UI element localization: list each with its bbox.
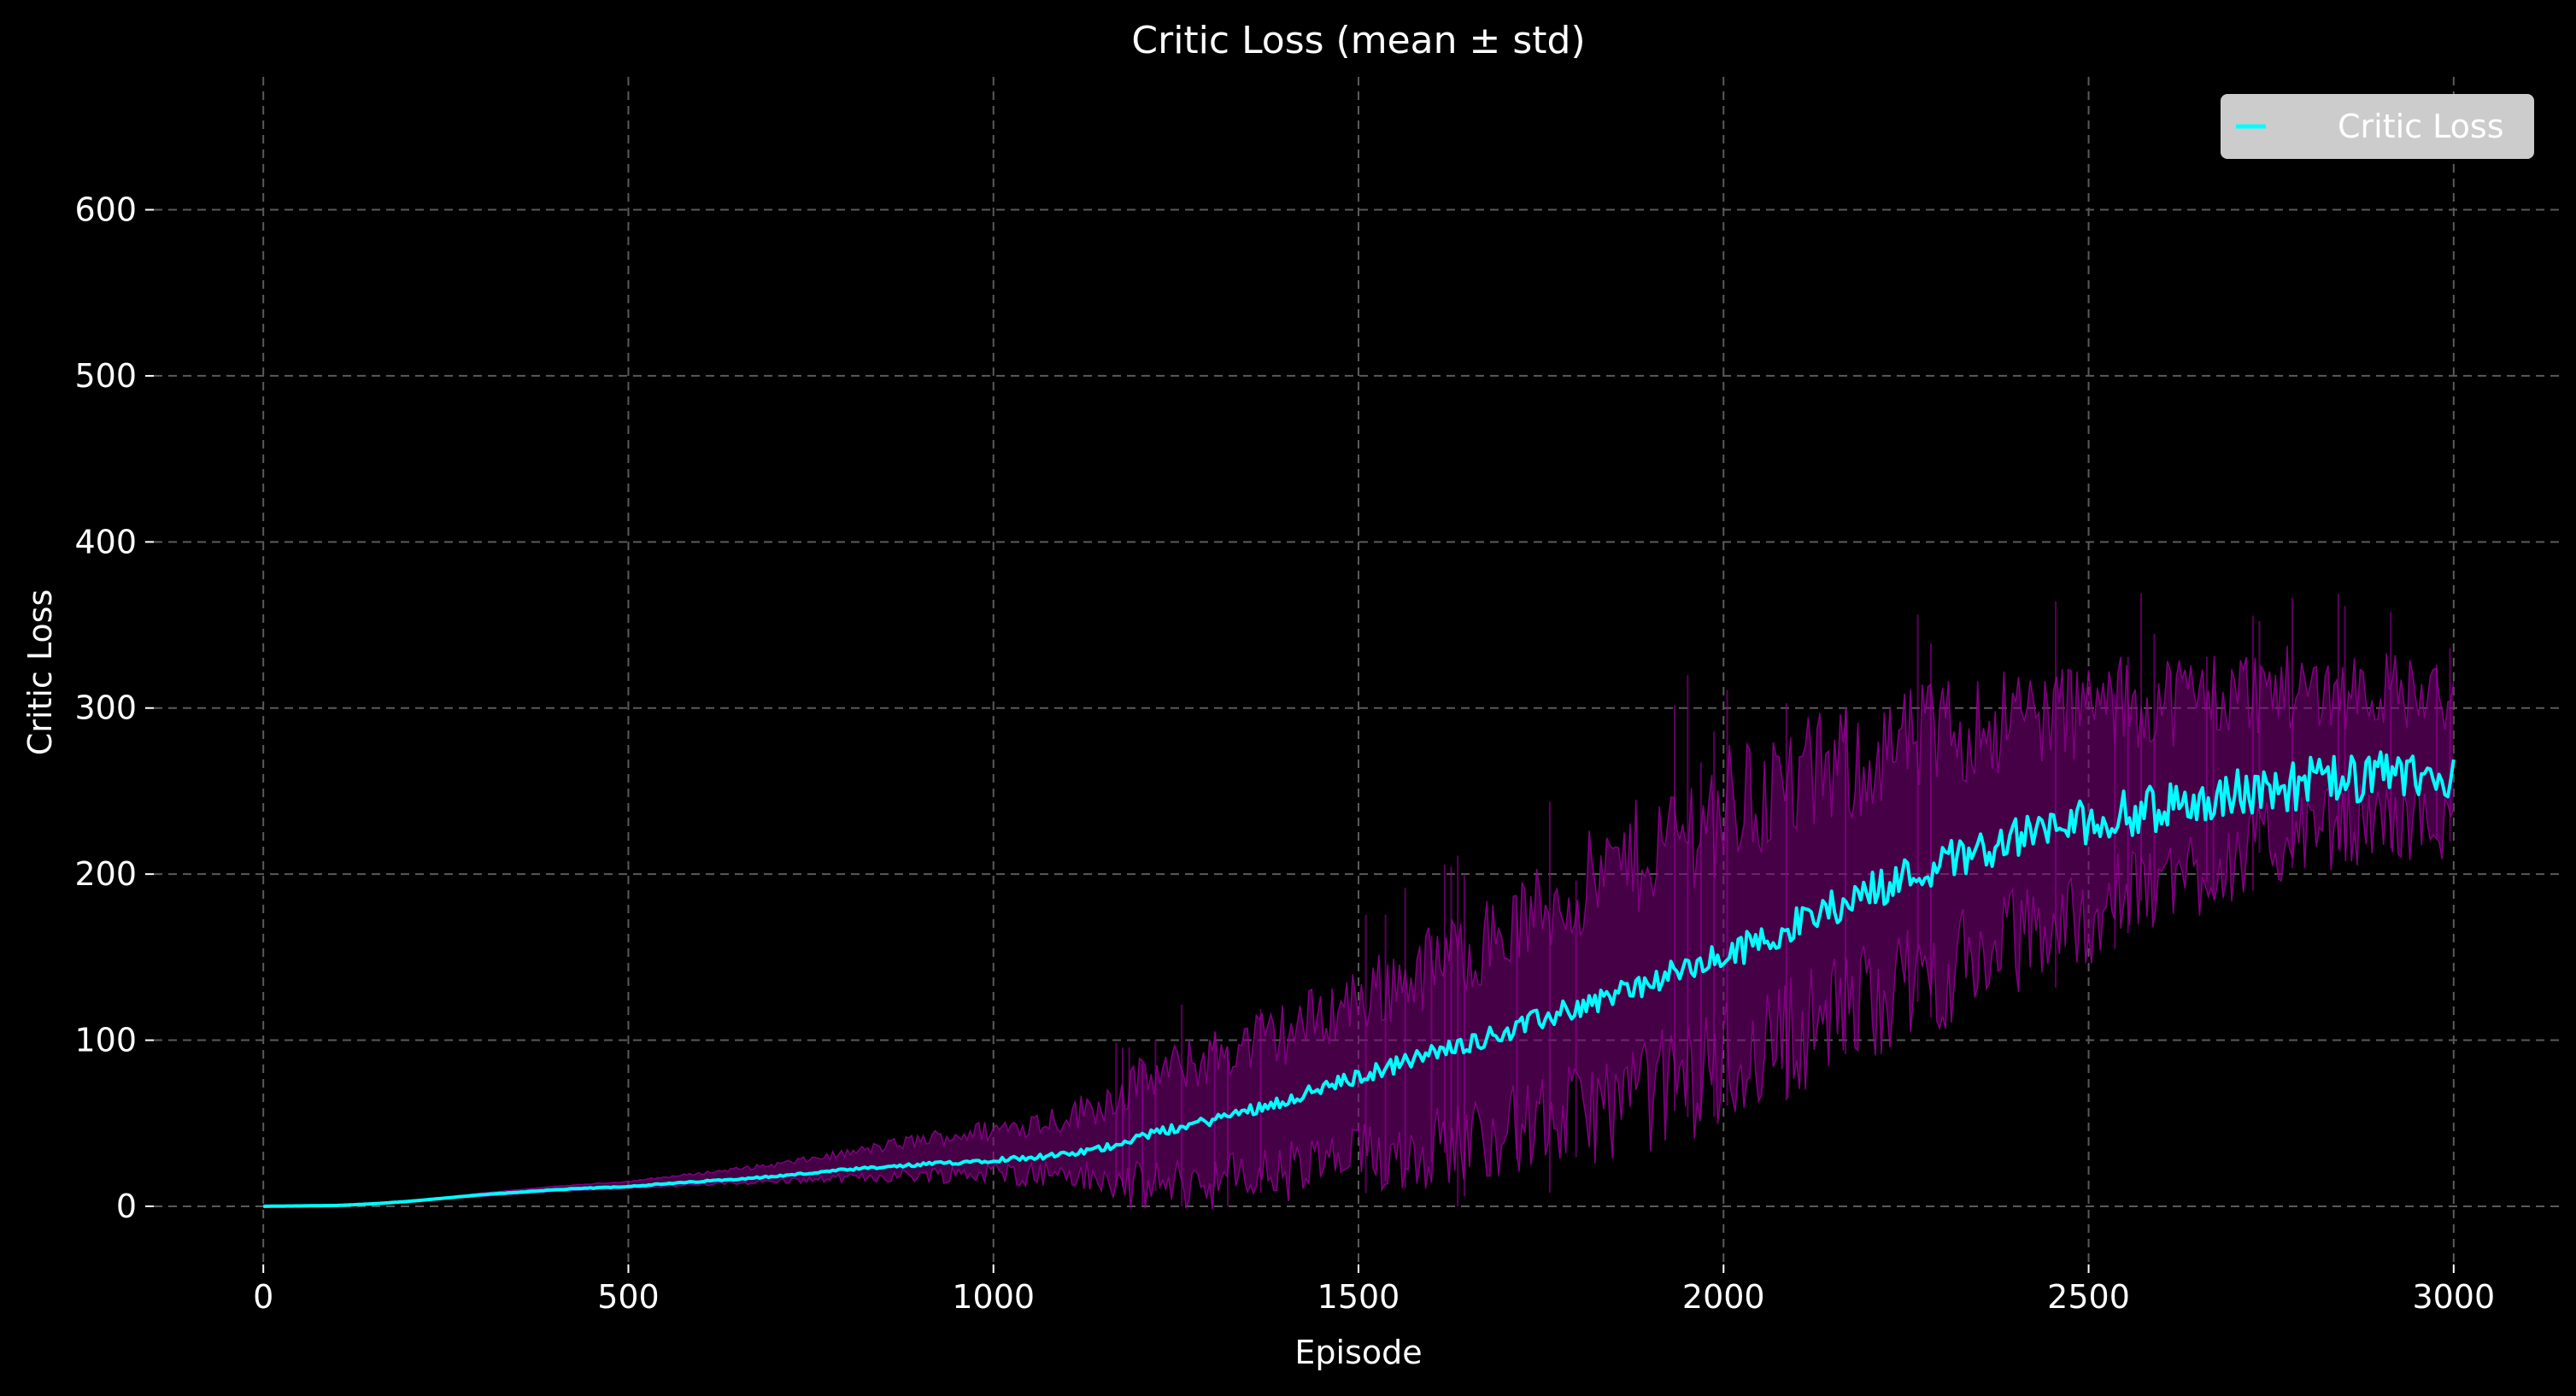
series-critic-loss-point [1867, 889, 1872, 894]
y-tick-label: 200 [74, 855, 137, 893]
std-band-fill [263, 645, 2454, 1210]
series-critic-loss-point [1064, 1153, 1069, 1158]
x-axis-ticks: 0 500 1000 1500 2000 2500 3000 [253, 1264, 2495, 1316]
x-tick-label: 0 [253, 1278, 273, 1316]
x-tick-label: 2500 [2047, 1278, 2130, 1316]
std-band [263, 593, 2455, 1210]
x-tick-label: 3000 [2412, 1278, 2495, 1316]
y-tick-label: 500 [74, 357, 137, 395]
series-critic-loss-point [261, 1204, 266, 1209]
series-critic-loss-point [1648, 980, 1653, 985]
series-critic-loss-point [1940, 860, 1945, 865]
mean-line-layer [261, 750, 2456, 1209]
series-critic-loss-point [845, 1167, 850, 1172]
series-critic-loss-point [625, 1184, 631, 1189]
series-critic-loss-point [991, 1158, 996, 1163]
series-critic-loss-point [2086, 818, 2092, 824]
series-critic-loss-point [1429, 1051, 1434, 1056]
series-critic-loss-point [2305, 780, 2310, 785]
series-critic-loss-point [1137, 1134, 1142, 1139]
series-critic-loss-point [2451, 772, 2456, 777]
series-critic-loss-point [1502, 1029, 1507, 1035]
series-critic-loss-point [1210, 1117, 1215, 1123]
x-tick-label: 1500 [1317, 1278, 1400, 1316]
legend-label: Critic Loss [2338, 108, 2504, 145]
y-tick-label: 300 [74, 689, 137, 727]
series-critic-loss-point [1575, 1005, 1580, 1010]
y-axis-title: Critic Loss [21, 589, 59, 756]
y-axis-ticks: 0 100 200 300 400 500 600 [74, 191, 154, 1225]
series-critic-loss-point [2378, 775, 2383, 780]
series-critic-loss-point [918, 1162, 923, 1167]
series-critic-loss-point [699, 1179, 704, 1184]
x-tick-label: 500 [597, 1278, 660, 1316]
series-critic-loss-point [553, 1188, 558, 1193]
series-critic-loss-point [334, 1203, 339, 1208]
series-critic-loss-point [1721, 954, 1726, 959]
std-band-upper-edge [263, 645, 2455, 1207]
legend: Critic Loss [2221, 94, 2534, 159]
x-tick-label: 2000 [1682, 1278, 1765, 1316]
legend-box [2221, 94, 2534, 159]
y-tick-label: 100 [74, 1022, 137, 1059]
y-tick-label: 400 [74, 523, 137, 560]
series-critic-loss-point [2013, 835, 2018, 840]
series-critic-loss-point [1283, 1098, 1288, 1103]
series-critic-loss-point [1976, 847, 1981, 852]
series-critic-loss-point [1100, 1146, 1106, 1151]
x-axis-title: Episode [1294, 1334, 1422, 1371]
series-critic-loss-point [2159, 805, 2164, 810]
y-tick-label: 600 [74, 191, 137, 229]
x-tick-label: 1000 [952, 1278, 1035, 1316]
series-critic-loss-point [480, 1192, 485, 1197]
series-critic-loss-point [1356, 1074, 1361, 1079]
y-tick-label: 0 [116, 1188, 137, 1225]
series-critic-loss-line [263, 750, 2456, 1208]
series-critic-loss-point [2232, 792, 2237, 797]
series-critic-loss-point [370, 1201, 375, 1206]
chart-title: Critic Loss (mean ± std) [1131, 19, 1585, 62]
series-critic-loss-point [1794, 921, 1799, 926]
series-critic-loss-point [772, 1174, 777, 1179]
series-critic-loss-point [407, 1199, 412, 1204]
